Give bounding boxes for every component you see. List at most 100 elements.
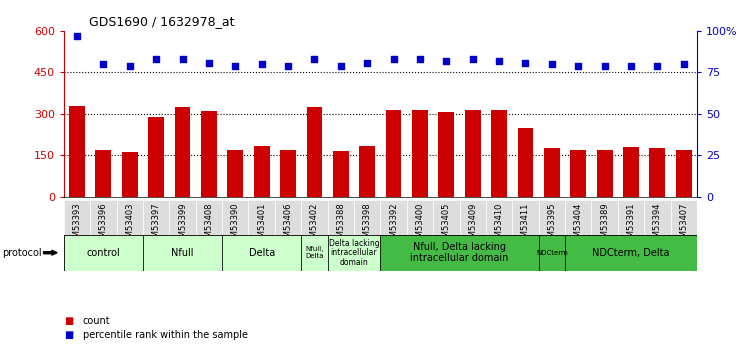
Text: control: control <box>86 248 120 258</box>
Point <box>546 61 558 67</box>
Bar <box>354 200 380 271</box>
Bar <box>95 150 111 197</box>
Text: Nfull, Delta lacking
intracellular domain: Nfull, Delta lacking intracellular domai… <box>410 242 508 263</box>
Bar <box>623 147 639 197</box>
Bar <box>538 235 565 271</box>
Point <box>98 61 110 67</box>
Bar <box>676 150 692 197</box>
Text: GSM53403: GSM53403 <box>125 202 134 248</box>
Bar <box>380 200 407 271</box>
Text: GSM53405: GSM53405 <box>442 202 451 248</box>
Bar <box>64 235 143 271</box>
Point <box>71 33 83 39</box>
Point <box>493 58 505 63</box>
Text: GSM53406: GSM53406 <box>284 202 293 248</box>
Text: Nfull,
Delta: Nfull, Delta <box>305 246 324 259</box>
Bar <box>512 200 538 271</box>
Bar <box>565 235 697 271</box>
Bar <box>359 146 375 197</box>
Text: Delta: Delta <box>249 248 275 258</box>
Bar <box>486 200 512 271</box>
Bar <box>380 235 538 271</box>
Bar <box>90 200 116 271</box>
Point <box>572 63 584 69</box>
Point <box>176 57 189 62</box>
Bar <box>64 200 90 271</box>
Bar <box>412 110 428 197</box>
Text: Nfull: Nfull <box>171 248 194 258</box>
Text: NDCterm: NDCterm <box>536 250 568 256</box>
Text: protocol: protocol <box>2 248 42 258</box>
Bar <box>275 200 301 271</box>
Text: GSM53399: GSM53399 <box>178 202 187 248</box>
Text: percentile rank within the sample: percentile rank within the sample <box>83 331 248 340</box>
Bar <box>650 148 665 197</box>
Bar <box>460 200 486 271</box>
Text: GSM53392: GSM53392 <box>389 202 398 248</box>
Text: NDCterm, Delta: NDCterm, Delta <box>593 248 670 258</box>
Bar <box>538 200 565 271</box>
Point <box>599 63 611 69</box>
Bar <box>597 150 613 197</box>
Bar <box>671 200 697 271</box>
Bar <box>170 200 196 271</box>
Bar <box>69 106 85 197</box>
Bar <box>175 107 191 197</box>
Bar <box>327 200 354 271</box>
Text: ■: ■ <box>64 331 73 340</box>
Bar <box>222 200 249 271</box>
Point <box>440 58 452 63</box>
Bar <box>116 200 143 271</box>
Text: GSM53410: GSM53410 <box>495 202 504 248</box>
Bar <box>333 151 348 197</box>
Text: GSM53407: GSM53407 <box>679 202 688 248</box>
Point <box>255 61 267 67</box>
Bar <box>407 200 433 271</box>
Point <box>677 61 689 67</box>
Text: GSM53393: GSM53393 <box>73 202 82 248</box>
Bar <box>327 235 380 271</box>
Text: GSM53408: GSM53408 <box>204 202 213 248</box>
Bar <box>386 110 402 197</box>
Point <box>388 57 400 62</box>
Point <box>466 57 478 62</box>
Bar <box>201 111 217 197</box>
Bar <box>517 128 533 197</box>
Text: GSM53388: GSM53388 <box>336 202 345 248</box>
Point <box>414 57 426 62</box>
Point <box>124 63 136 69</box>
Bar <box>618 200 644 271</box>
Bar <box>491 110 507 197</box>
Text: GDS1690 / 1632978_at: GDS1690 / 1632978_at <box>89 16 234 29</box>
Bar <box>249 200 275 271</box>
Point <box>335 63 347 69</box>
Text: GSM53395: GSM53395 <box>547 202 556 248</box>
Bar <box>644 200 671 271</box>
Bar <box>306 107 322 197</box>
Text: GSM53397: GSM53397 <box>152 202 161 248</box>
Text: GSM53401: GSM53401 <box>257 202 266 248</box>
Bar <box>148 117 164 197</box>
Bar <box>570 150 586 197</box>
Bar <box>280 150 296 197</box>
Text: GSM53409: GSM53409 <box>468 202 477 248</box>
Bar <box>433 200 460 271</box>
Bar <box>228 150 243 197</box>
Point <box>309 57 321 62</box>
Text: Delta lacking
intracellular
domain: Delta lacking intracellular domain <box>329 238 379 267</box>
Text: GSM53411: GSM53411 <box>521 202 530 248</box>
Text: GSM53400: GSM53400 <box>415 202 424 248</box>
Point <box>282 63 294 69</box>
Bar <box>301 235 327 271</box>
Text: GSM53390: GSM53390 <box>231 202 240 248</box>
Text: GSM53398: GSM53398 <box>363 202 372 248</box>
Text: count: count <box>83 316 110 326</box>
Point <box>229 63 241 69</box>
Bar <box>544 148 559 197</box>
Text: GSM53404: GSM53404 <box>574 202 583 248</box>
Bar <box>143 200 170 271</box>
Point <box>520 60 532 65</box>
Point <box>651 63 663 69</box>
Text: ■: ■ <box>64 316 73 326</box>
Point <box>203 60 215 65</box>
